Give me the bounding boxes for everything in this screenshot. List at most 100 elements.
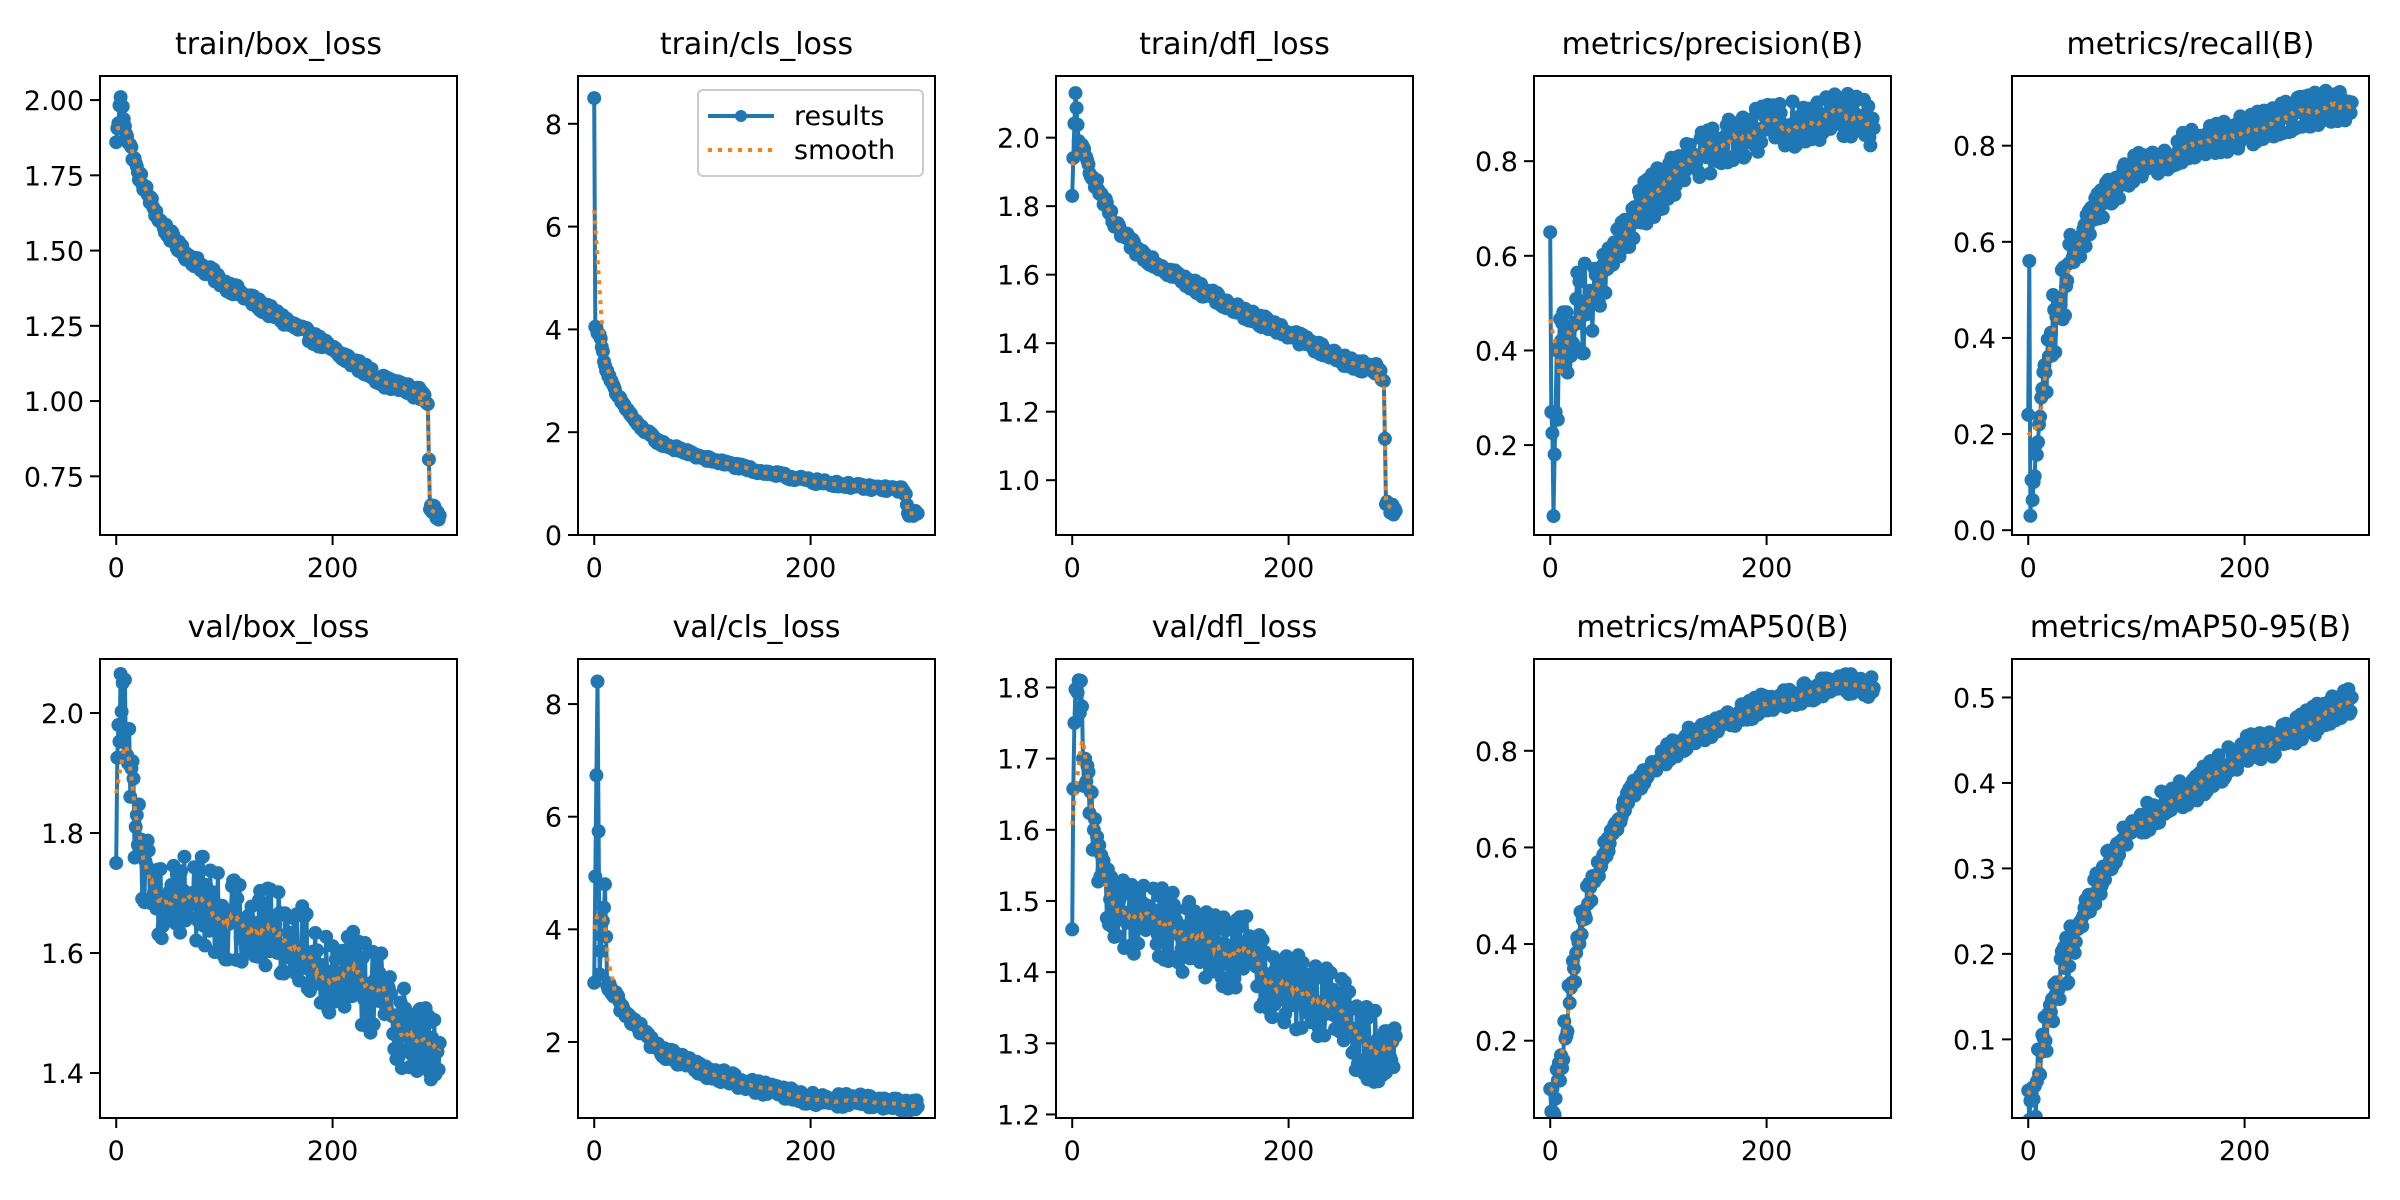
axes-frame <box>1055 658 1414 1119</box>
results-point <box>1567 961 1581 976</box>
results-point <box>177 849 192 864</box>
results-point <box>111 718 126 732</box>
results-markers <box>1543 86 1881 524</box>
results-point <box>1773 105 1788 120</box>
results-point <box>1131 936 1146 951</box>
panel-metrics-precision-b: metrics/precision(B) 0 200 0.2 0.4 0.6 0.8 <box>1475 27 1892 584</box>
results-point <box>593 944 608 959</box>
results-point <box>1703 166 1718 181</box>
plot-area <box>2021 83 2359 523</box>
results-point <box>591 824 606 839</box>
y-tick-label: 2.0 <box>41 699 84 730</box>
results-point <box>1568 975 1583 989</box>
results-point <box>2267 747 2282 762</box>
results-point <box>910 1099 925 1114</box>
results-point <box>1547 1108 1562 1118</box>
results-point <box>117 672 132 687</box>
results-point <box>195 849 210 864</box>
y-tick-label: 0.2 <box>1953 940 1996 971</box>
results-point <box>1194 945 1208 960</box>
y-tick-label: 2.00 <box>24 86 84 117</box>
legend-label-smooth: smooth <box>794 135 895 166</box>
results-point <box>1863 138 1878 153</box>
y-tick-label: 1.6 <box>41 939 84 970</box>
results-point <box>1255 932 1270 947</box>
results-point <box>1550 412 1565 427</box>
y-tick-label: 0.0 <box>1953 516 1996 547</box>
y-tick-label: 0.6 <box>1475 833 1518 864</box>
results-point <box>1742 112 1757 127</box>
panel-title: train/dfl_loss <box>1139 27 1330 62</box>
panel-title: train/cls_loss <box>660 27 853 62</box>
results-point <box>910 506 925 521</box>
results-point <box>232 878 247 892</box>
results-point <box>588 869 603 884</box>
y-tick-label: 1.7 <box>997 745 1040 776</box>
y-tick-label: 0.2 <box>1475 1027 1518 1058</box>
x-tick-label: 200 <box>785 1136 837 1167</box>
y-tick-label: 0.3 <box>1953 854 1996 885</box>
smooth-line <box>1548 107 1876 377</box>
results-point <box>1386 1060 1401 1075</box>
results-point <box>141 843 156 858</box>
y-tick-label: 1.0 <box>997 466 1040 497</box>
results-point <box>1547 447 1562 462</box>
panel-title: val/cls_loss <box>673 610 841 645</box>
results-point <box>1576 346 1591 361</box>
results-point <box>1104 204 1119 219</box>
smooth-line <box>2026 698 2354 1096</box>
plot-area <box>2021 682 2359 1118</box>
y-tick-label: 0.1 <box>1953 1025 1996 1056</box>
y-tick-label: 1.2 <box>997 1100 1040 1131</box>
results-point <box>114 704 129 719</box>
y-tick-label: 1.8 <box>997 673 1040 704</box>
y-tick-label: 0.4 <box>1953 769 1996 800</box>
y-tick-label: 6 <box>545 213 562 244</box>
panel-val-cls-loss: val/cls_loss 0 200 2 4 6 8 <box>545 610 936 1167</box>
y-tick-label: 0.8 <box>1475 147 1518 178</box>
results-point <box>382 970 397 985</box>
results-point <box>124 140 139 155</box>
results-point <box>1104 869 1119 884</box>
smooth-line <box>1549 680 1875 1093</box>
results-point <box>2112 191 2127 206</box>
y-tick-label: 1.3 <box>997 1029 1040 1060</box>
results-point <box>204 919 219 934</box>
panel-train-dfl-loss: train/dfl_loss 0 200 1.0 1.2 1.4 1.6 1.8 2.0 <box>997 27 1414 584</box>
y-tick-label: 1.4 <box>997 329 1040 360</box>
y-tick-label: 1.8 <box>997 192 1040 223</box>
results-point <box>1738 148 1752 163</box>
x-tick-label: 0 <box>108 553 125 584</box>
y-tick-label: 1.6 <box>997 261 1040 292</box>
axes-frame <box>2011 658 2370 1119</box>
y-tick-label: 0.5 <box>1953 683 1996 714</box>
results-point <box>1239 909 1254 924</box>
results-point <box>427 1013 442 1027</box>
results-point <box>1228 980 1243 995</box>
smooth-line <box>115 125 441 518</box>
results-point <box>374 946 389 961</box>
results-point <box>2025 493 2040 508</box>
results-point <box>590 674 605 689</box>
results-point <box>210 866 225 881</box>
results-point <box>1682 137 1697 152</box>
results-point <box>1216 910 1231 925</box>
results-point <box>432 508 447 523</box>
results-point <box>1075 699 1089 714</box>
results-point <box>589 768 604 783</box>
plot-area <box>109 90 447 527</box>
x-tick-label: 0 <box>1542 553 1559 584</box>
results-point <box>2211 748 2226 763</box>
results-point <box>1070 117 1085 132</box>
smooth-line <box>1070 738 1398 1056</box>
results-point <box>1866 681 1881 695</box>
results-point <box>109 135 124 150</box>
results-point <box>1073 673 1088 688</box>
x-tick-label: 0 <box>1064 1136 1081 1167</box>
results-point <box>2021 407 2036 422</box>
results-point <box>1156 933 1171 948</box>
results-point <box>129 808 144 823</box>
results-point <box>2058 308 2072 323</box>
y-tick-label: 1.4 <box>41 1059 84 1090</box>
